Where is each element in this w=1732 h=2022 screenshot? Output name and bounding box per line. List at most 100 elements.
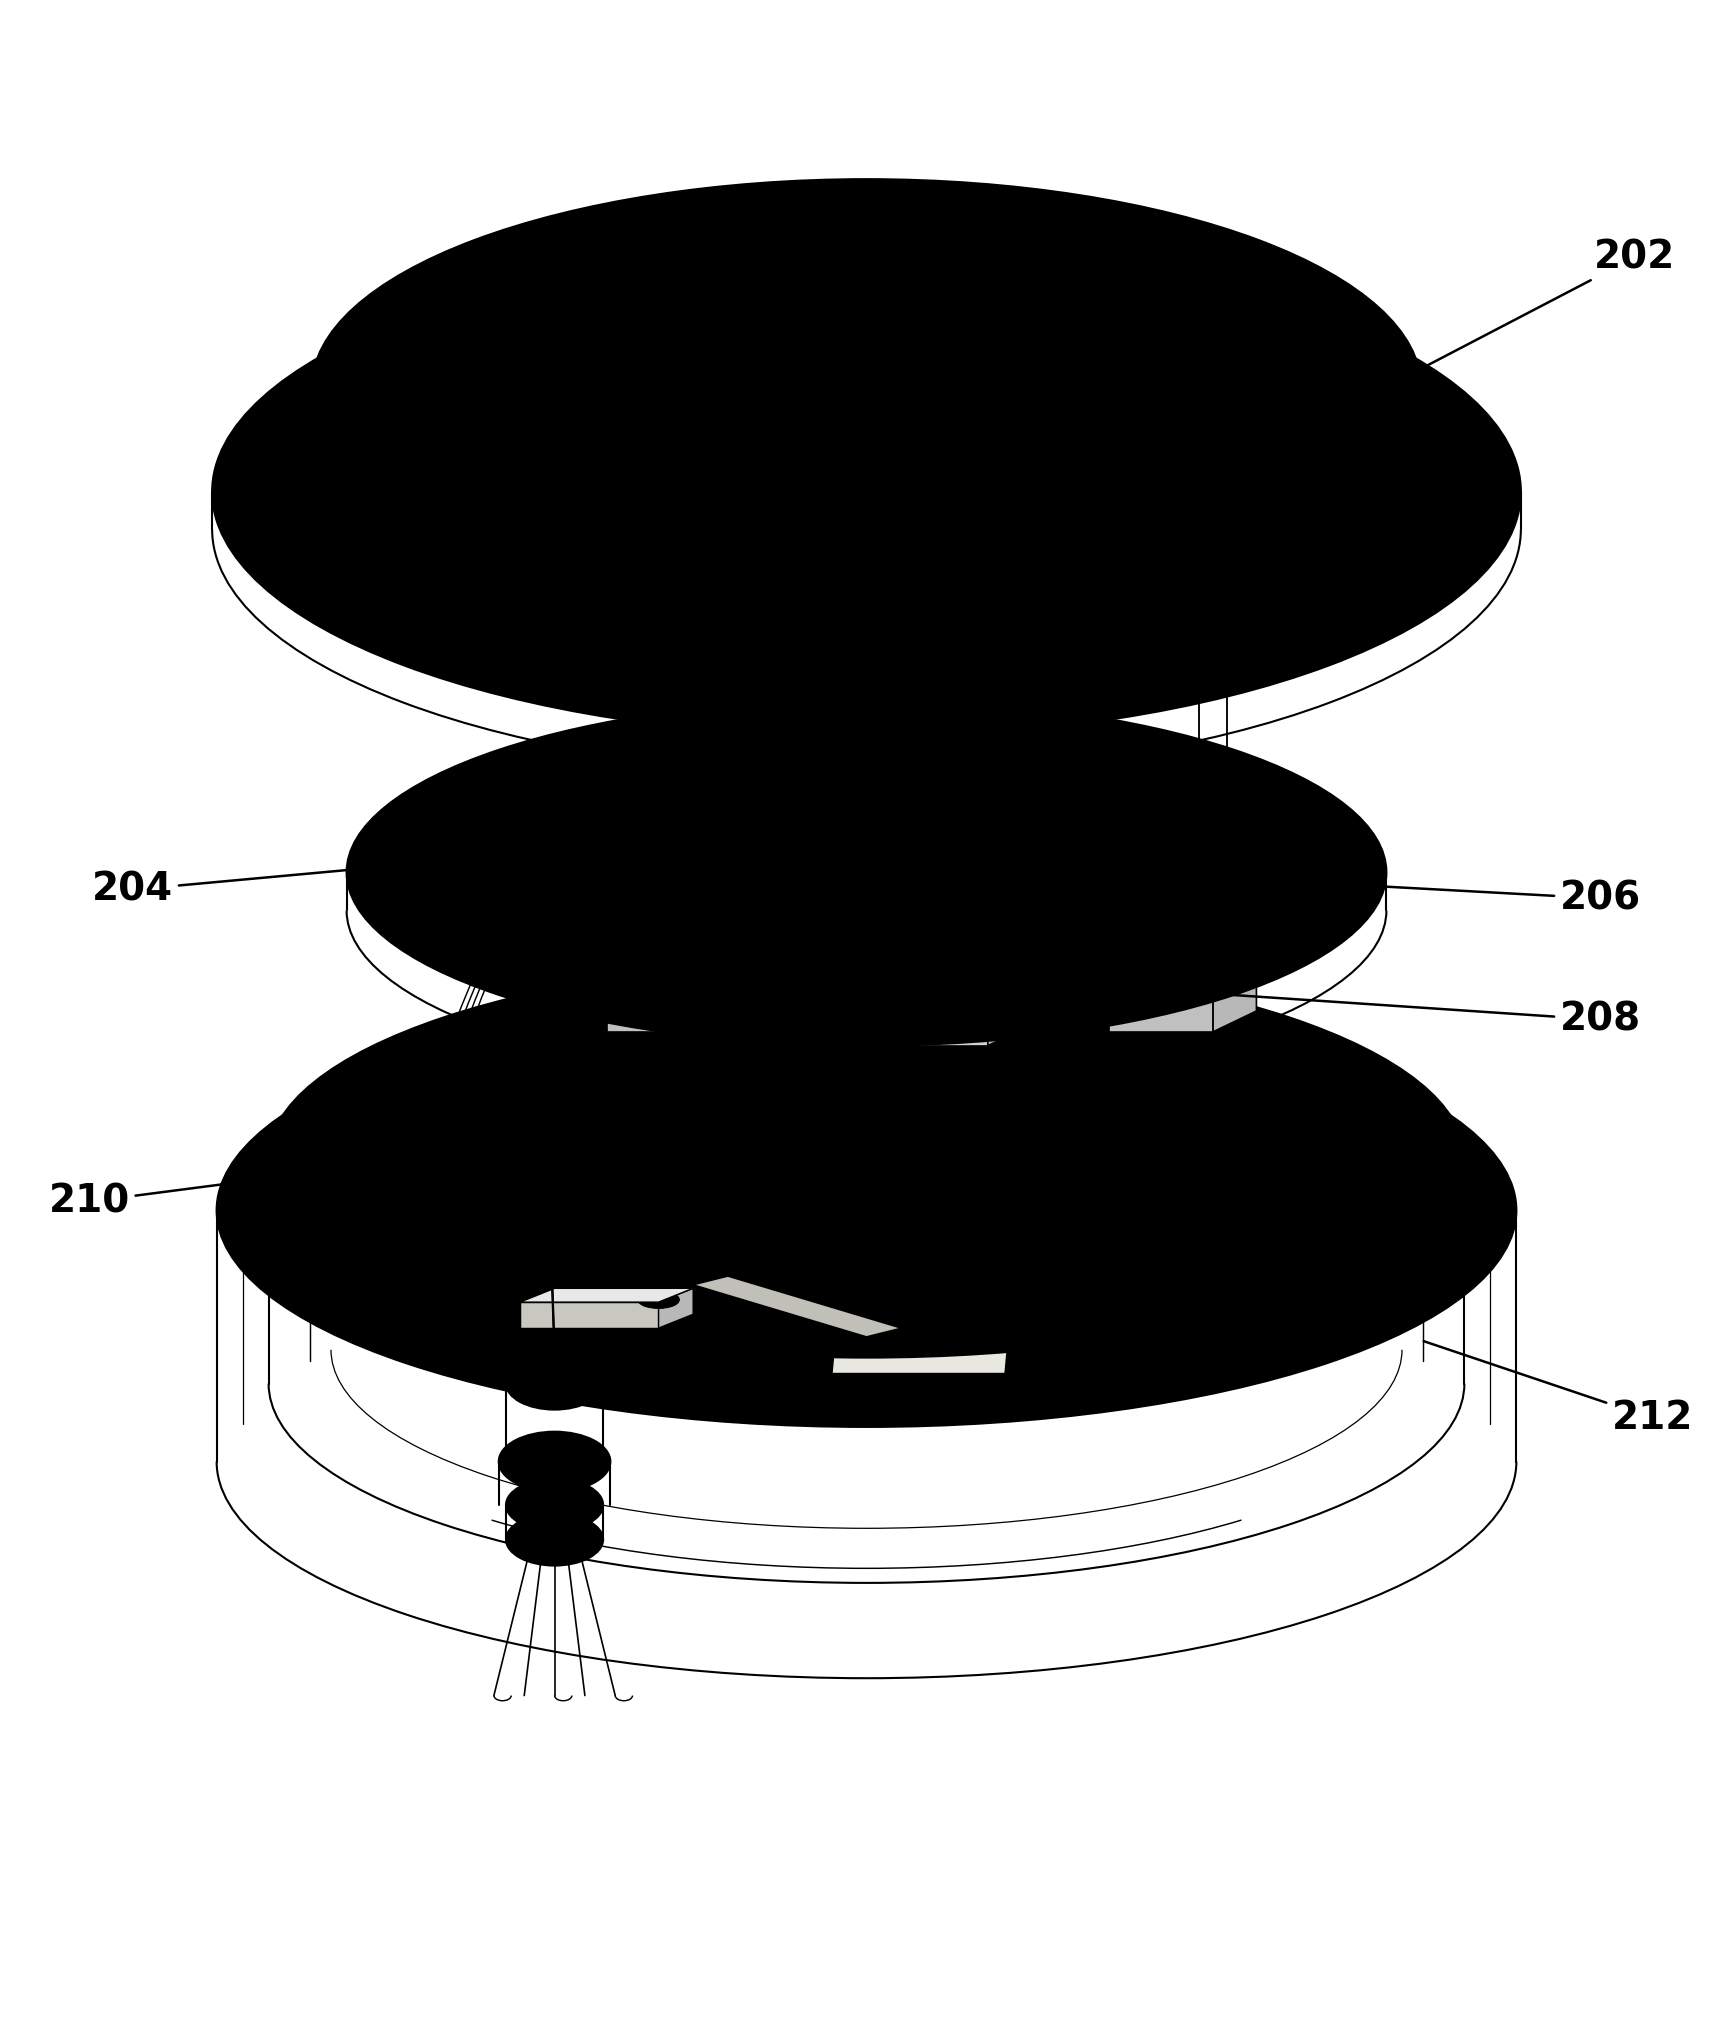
Ellipse shape [1162, 813, 1193, 827]
Polygon shape [1108, 962, 1212, 1031]
Ellipse shape [807, 869, 838, 884]
Ellipse shape [838, 928, 859, 938]
Ellipse shape [842, 900, 873, 914]
Ellipse shape [539, 861, 570, 876]
Ellipse shape [521, 827, 553, 841]
Ellipse shape [1058, 847, 1089, 861]
Ellipse shape [859, 880, 890, 894]
Ellipse shape [1050, 823, 1081, 835]
Ellipse shape [547, 807, 578, 821]
Ellipse shape [521, 799, 553, 813]
Ellipse shape [268, 958, 1464, 1357]
Ellipse shape [648, 894, 669, 902]
Ellipse shape [435, 884, 466, 896]
Ellipse shape [703, 880, 734, 894]
Ellipse shape [1157, 1286, 1199, 1304]
Polygon shape [658, 1288, 693, 1328]
Polygon shape [831, 1335, 1008, 1373]
Polygon shape [1108, 942, 1256, 962]
Ellipse shape [781, 880, 812, 894]
Ellipse shape [1084, 853, 1115, 867]
Polygon shape [606, 962, 710, 1031]
Ellipse shape [1199, 625, 1226, 635]
Text: 204: 204 [92, 855, 507, 908]
Polygon shape [693, 1276, 901, 1337]
Ellipse shape [1058, 799, 1089, 813]
Ellipse shape [499, 1432, 610, 1492]
Ellipse shape [405, 902, 426, 912]
Ellipse shape [1110, 797, 1141, 811]
Text: 210: 210 [48, 1171, 326, 1221]
Ellipse shape [755, 874, 786, 888]
Ellipse shape [1102, 821, 1133, 835]
Ellipse shape [599, 805, 630, 819]
Ellipse shape [310, 973, 1422, 1343]
Ellipse shape [289, 218, 1443, 651]
Ellipse shape [764, 896, 795, 908]
Ellipse shape [256, 239, 1476, 696]
Ellipse shape [833, 874, 864, 888]
Ellipse shape [1067, 874, 1098, 888]
Polygon shape [762, 920, 1143, 950]
Ellipse shape [1179, 845, 1211, 859]
Polygon shape [1212, 942, 1256, 1031]
Ellipse shape [504, 847, 535, 861]
Ellipse shape [637, 1292, 679, 1308]
Ellipse shape [1136, 857, 1167, 871]
Ellipse shape [530, 1371, 578, 1397]
Ellipse shape [960, 912, 980, 920]
Ellipse shape [729, 884, 760, 896]
Ellipse shape [734, 928, 755, 938]
Ellipse shape [478, 847, 509, 861]
Polygon shape [762, 950, 1074, 1029]
Ellipse shape [495, 813, 527, 827]
Ellipse shape [691, 851, 722, 865]
Ellipse shape [469, 823, 501, 835]
Ellipse shape [599, 823, 630, 835]
Ellipse shape [506, 1357, 603, 1409]
Ellipse shape [582, 835, 613, 847]
Ellipse shape [738, 900, 769, 914]
Ellipse shape [1136, 805, 1167, 819]
Ellipse shape [925, 799, 946, 807]
Text: 212: 212 [1424, 1341, 1692, 1438]
Ellipse shape [346, 700, 1386, 1045]
Polygon shape [710, 942, 753, 1031]
Polygon shape [520, 1302, 658, 1328]
Ellipse shape [740, 665, 767, 677]
Ellipse shape [625, 831, 656, 845]
Ellipse shape [312, 180, 1420, 594]
Ellipse shape [816, 896, 847, 910]
Ellipse shape [461, 886, 492, 900]
Ellipse shape [712, 857, 743, 871]
Ellipse shape [513, 865, 544, 880]
Ellipse shape [1154, 839, 1185, 853]
Ellipse shape [932, 1292, 973, 1308]
Ellipse shape [461, 865, 492, 880]
Ellipse shape [211, 247, 1521, 738]
Ellipse shape [617, 797, 648, 811]
Ellipse shape [573, 813, 604, 827]
Ellipse shape [556, 841, 587, 855]
Polygon shape [814, 960, 1039, 985]
Polygon shape [987, 960, 1039, 1045]
Ellipse shape [1110, 847, 1141, 861]
Ellipse shape [591, 787, 622, 801]
Ellipse shape [1128, 831, 1159, 845]
Ellipse shape [310, 973, 1422, 1343]
Ellipse shape [452, 839, 483, 853]
Polygon shape [520, 1288, 693, 1302]
Ellipse shape [1226, 1278, 1268, 1294]
Ellipse shape [1041, 869, 1072, 884]
Ellipse shape [495, 835, 527, 847]
Text: 202: 202 [1370, 239, 1675, 394]
Ellipse shape [487, 869, 518, 884]
Text: 206: 206 [1285, 880, 1640, 918]
Ellipse shape [573, 797, 604, 811]
Ellipse shape [1053, 1282, 1095, 1300]
Ellipse shape [506, 1514, 603, 1565]
Ellipse shape [1084, 807, 1115, 821]
Ellipse shape [547, 821, 578, 835]
Ellipse shape [1188, 823, 1219, 835]
Ellipse shape [216, 993, 1516, 1428]
